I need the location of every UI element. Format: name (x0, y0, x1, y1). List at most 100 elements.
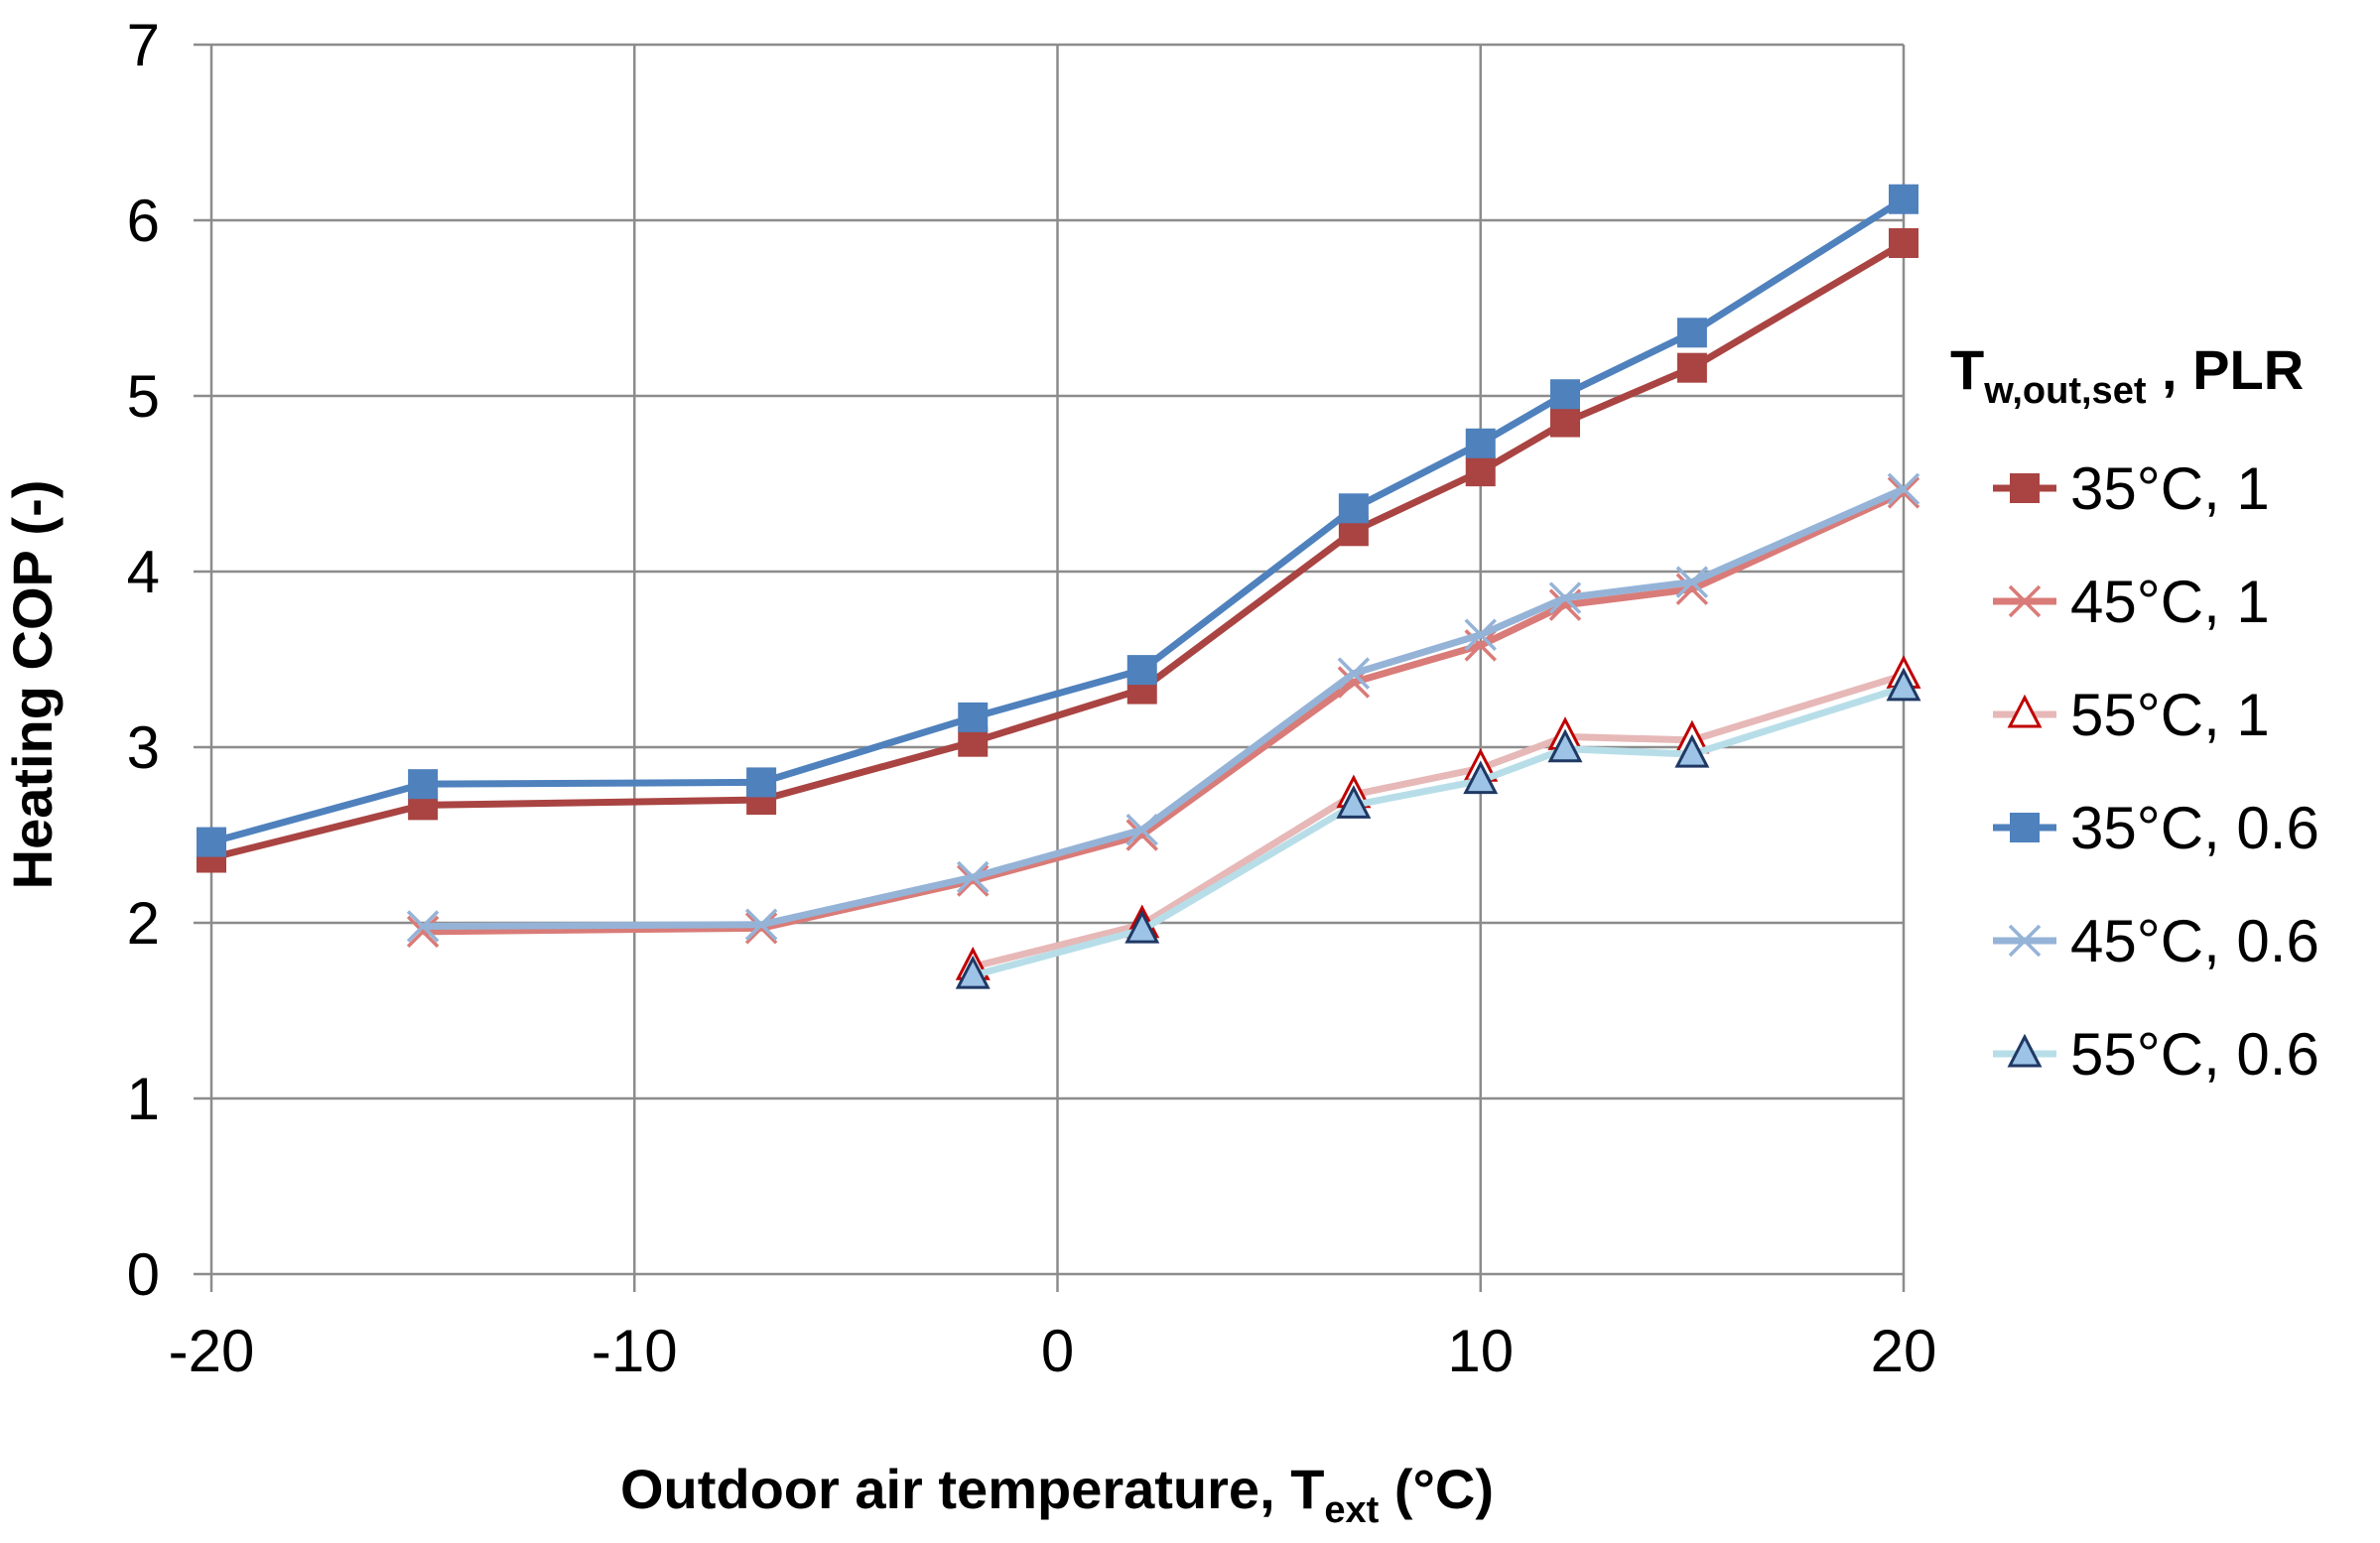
legend-item-4: 35°C, 0.6 (1993, 795, 2319, 861)
legend: Tw,out,set , PLR 35°C, 145°C, 155°C, 135… (1950, 338, 2319, 1088)
legend-item-5: 45°C, 0.6 (1993, 908, 2319, 974)
series-5 (406, 472, 1920, 943)
data-point (1337, 657, 1371, 690)
legend-label: 45°C, 0.6 (2070, 908, 2319, 974)
marker-stroke (1337, 657, 1371, 690)
legend-label: 35°C, 0.6 (2070, 795, 2319, 861)
grid-lines (211, 43, 1906, 1274)
data-point (744, 912, 778, 945)
y-tick-label: 3 (127, 714, 160, 781)
legend-label: 55°C, 1 (2070, 682, 2270, 748)
marker-stroke (1464, 629, 1497, 662)
data-point (1550, 407, 1580, 438)
x-tick-label: 20 (1871, 1318, 1937, 1384)
x-tick-labels: -20 -10 0 10 20 (169, 1318, 1937, 1384)
series-line (423, 489, 1906, 936)
legend-swatch-marker (2010, 473, 2040, 503)
legend-title-main: T (1950, 338, 1984, 401)
data-point (1675, 566, 1709, 598)
y-tick-label: 4 (127, 539, 160, 605)
legend-title: Tw,out,set , PLR (1950, 338, 2304, 412)
y-tick-label: 1 (127, 1066, 160, 1132)
series-line (210, 195, 1906, 845)
data-point (1887, 472, 1920, 506)
y-tick-label: 7 (127, 12, 160, 78)
legend-swatch-marker (2010, 813, 2040, 842)
marker-stroke (1464, 618, 1497, 651)
legend-swatch-marker (2008, 584, 2042, 618)
x-axis-title-subscript: ext (1324, 1489, 1379, 1531)
data-point (406, 910, 440, 943)
legend-item-1: 35°C, 1 (1993, 455, 2270, 522)
marker-stroke (1675, 566, 1709, 598)
data-point (1338, 493, 1369, 524)
marker-stroke (2008, 924, 2042, 958)
data-point (1550, 379, 1580, 410)
marker-stroke (1125, 813, 1158, 846)
data-point (1548, 581, 1582, 614)
x-axis-title-main: Outdoor air temperature, T (620, 1458, 1324, 1520)
data-point (1889, 184, 1918, 214)
marker-stroke (744, 908, 778, 942)
y-tick-label: 6 (127, 188, 160, 254)
marker-stroke (2008, 584, 2042, 618)
legend-label: 35°C, 1 (2070, 455, 2270, 522)
x-tick-label: 10 (1447, 1318, 1514, 1384)
legend-item-2: 45°C, 1 (1993, 569, 2270, 635)
data-point (197, 827, 226, 857)
x-axis-title: Outdoor air temperature, Text (°C) (620, 1458, 1494, 1531)
data-point (1676, 318, 1707, 348)
data-point (1463, 760, 1499, 795)
marker-stroke (957, 860, 990, 894)
marker-stroke (1887, 472, 1920, 506)
data-point (957, 860, 990, 894)
series-3 (955, 655, 1921, 980)
x-tick-label: -10 (592, 1318, 678, 1384)
data-point (1465, 456, 1496, 487)
x-tick-label: 0 (1041, 1318, 1074, 1384)
x-axis-title-tail: (°C) (1379, 1458, 1494, 1520)
marker-stroke (406, 910, 440, 943)
data-point (1464, 618, 1497, 651)
data-point (406, 915, 440, 949)
data-point (746, 767, 777, 798)
y-axis-title: Heating COP (-) (1, 480, 64, 890)
y-tick-label: 2 (127, 890, 160, 957)
legend-swatch-marker (2007, 1033, 2043, 1068)
marker-stroke (406, 915, 440, 949)
x-tick-label: -20 (169, 1318, 255, 1384)
legend-title-tail: , PLR (2146, 338, 2304, 401)
series-4 (197, 184, 1918, 857)
data-point (1336, 785, 1372, 819)
legend-item-3: 55°C, 1 (1993, 682, 2270, 748)
series-6 (955, 667, 1921, 989)
legend-label: 45°C, 1 (2070, 569, 2270, 635)
data-point (958, 702, 989, 732)
data-point (1889, 228, 1918, 259)
legend-swatch-marker (2007, 694, 2043, 728)
y-tick-labels: 0 1 2 3 4 5 6 7 (127, 12, 160, 1308)
legend-item-6: 55°C, 0.6 (1993, 1021, 2319, 1088)
legend-items: 35°C, 1 45°C, 1 55°C, 1 35°C, 0.6 45°C, 0.6 5… (1993, 455, 2319, 1088)
data-point (1125, 813, 1158, 846)
y-tick-label: 0 (127, 1241, 160, 1308)
series-line (210, 239, 1906, 861)
data-point (1124, 909, 1160, 944)
axes (194, 43, 1906, 1292)
y-tick-label: 5 (127, 363, 160, 430)
marker-stroke (1548, 581, 1582, 614)
legend-title-subscript: w,out,set (1983, 370, 2147, 412)
marker-stroke (744, 912, 778, 945)
series-line (423, 485, 1906, 931)
data-point (955, 955, 991, 989)
data-point (1676, 352, 1707, 383)
data-point (1465, 428, 1496, 458)
data-point (1547, 728, 1583, 763)
legend-label: 55°C, 0.6 (2070, 1021, 2319, 1088)
series-1 (197, 228, 1918, 873)
data-point (1886, 667, 1921, 702)
data-point (1126, 655, 1157, 686)
data-point (408, 769, 439, 800)
data-series (197, 184, 1921, 989)
